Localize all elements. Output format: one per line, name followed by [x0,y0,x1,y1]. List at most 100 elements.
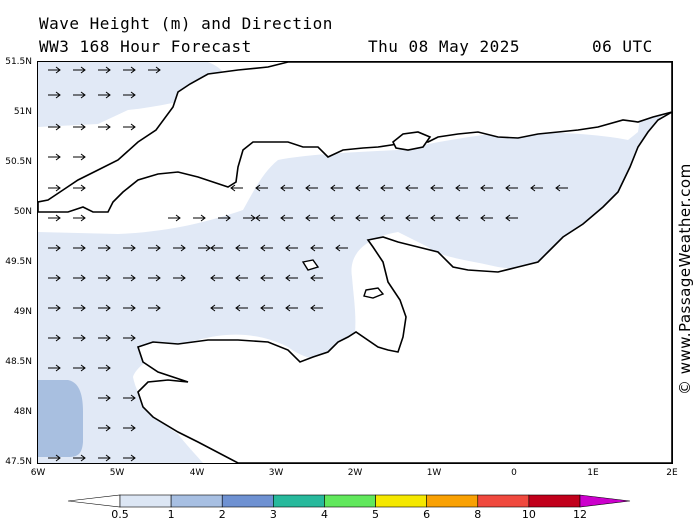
wave-arrow [335,244,348,252]
scale-cell [375,494,427,508]
wave-band-mid [38,380,83,457]
lat-label: 48.5N [5,357,32,367]
wave-arrow [243,214,256,222]
wave-arrow [48,454,61,462]
wave-arrow [210,244,223,252]
wave-arrow [310,274,323,282]
wave-arrow [235,304,248,312]
wave-arrow [123,66,136,74]
jersey [363,287,385,299]
wave-arrow [48,91,61,99]
scale-cell [221,494,274,508]
wave-arrow [405,184,418,192]
wave-arrow [235,244,248,252]
lat-label: 50.5N [5,157,32,167]
scale-cell [477,494,530,508]
wave-arrow [98,304,111,312]
wave-arrow [405,214,418,222]
scale-label: 8 [474,508,482,521]
wave-arrow [235,274,248,282]
scale-label: 5 [372,508,380,521]
valid-date: Thu 08 May 2025 [368,37,520,56]
wave-arrow [73,244,86,252]
lat-label: 51.5N [5,57,32,67]
wave-arrow [173,274,186,282]
wave-arrow [330,184,343,192]
wave-band-light [38,62,672,463]
wave-arrow [193,214,206,222]
wave-arrow [260,304,273,312]
wave-arrow [198,244,211,252]
wave-arrow [255,214,268,222]
scale-label: 2 [218,508,226,521]
scale-label: 0.5 [111,508,129,521]
lon-label: 1W [426,468,442,478]
wave-arrow [230,184,243,192]
wave-arrow [123,91,136,99]
wave-arrow [73,153,86,161]
wave-arrow [305,184,318,192]
isle-of-wight [391,131,432,151]
wave-arrow [480,214,493,222]
wave-arrow [73,454,86,462]
wave-arrow [48,244,61,252]
wave-arrow [173,244,186,252]
wave-arrow [48,214,61,222]
wave-arrow [505,184,518,192]
wave-arrow [123,274,136,282]
wave-arrow [123,123,136,131]
wave-arrow [310,244,323,252]
scale-left-arrow [67,494,121,508]
lon-label: 6W [30,468,46,478]
wave-arrow [73,123,86,131]
scale-label: 4 [320,508,328,521]
wave-arrow [98,364,111,372]
wave-arrow [123,304,136,312]
wave-arrow [280,214,293,222]
wave-arrow [380,184,393,192]
wave-arrow [98,334,111,342]
wave-arrow [98,274,111,282]
wave-arrow [98,123,111,131]
wave-arrow [430,184,443,192]
scale-label: 3 [269,508,277,521]
lon-label: 3W [268,468,284,478]
map-canvas [37,61,673,464]
scale-right-arrow [579,494,631,508]
wave-arrow [305,214,318,222]
wave-arrow [123,424,136,432]
wave-arrow [285,274,298,282]
wave-arrow [285,304,298,312]
scale-cell [170,494,223,508]
wave-arrow [48,184,61,192]
scale-cell [119,494,172,508]
wave-direction-arrows [48,66,568,462]
wave-arrow [255,184,268,192]
wave-arrow [123,244,136,252]
wave-arrow [48,364,61,372]
wave-arrow [73,91,86,99]
wave-arrow [98,66,111,74]
wave-arrow [73,184,86,192]
lat-label: 50N [13,207,32,217]
wave-arrow [455,214,468,222]
color-scale [67,494,631,508]
lon-label: 4W [189,468,205,478]
scale-label: 1 [167,508,175,521]
wave-arrow [168,214,181,222]
wave-arrow [530,184,543,192]
wave-arrow [148,244,161,252]
wave-arrow [280,184,293,192]
wave-arrow [210,304,223,312]
lon-label: 1E [587,468,599,478]
wave-arrow [48,153,61,161]
wave-arrow [310,304,323,312]
scale-label: 10 [521,508,536,521]
wave-arrow [260,244,273,252]
lat-label: 47.5N [5,457,32,467]
wave-arrow [98,244,111,252]
scale-label: 6 [423,508,431,521]
wave-arrow [98,454,111,462]
wave-arrow [98,424,111,432]
wave-arrow [48,66,61,74]
